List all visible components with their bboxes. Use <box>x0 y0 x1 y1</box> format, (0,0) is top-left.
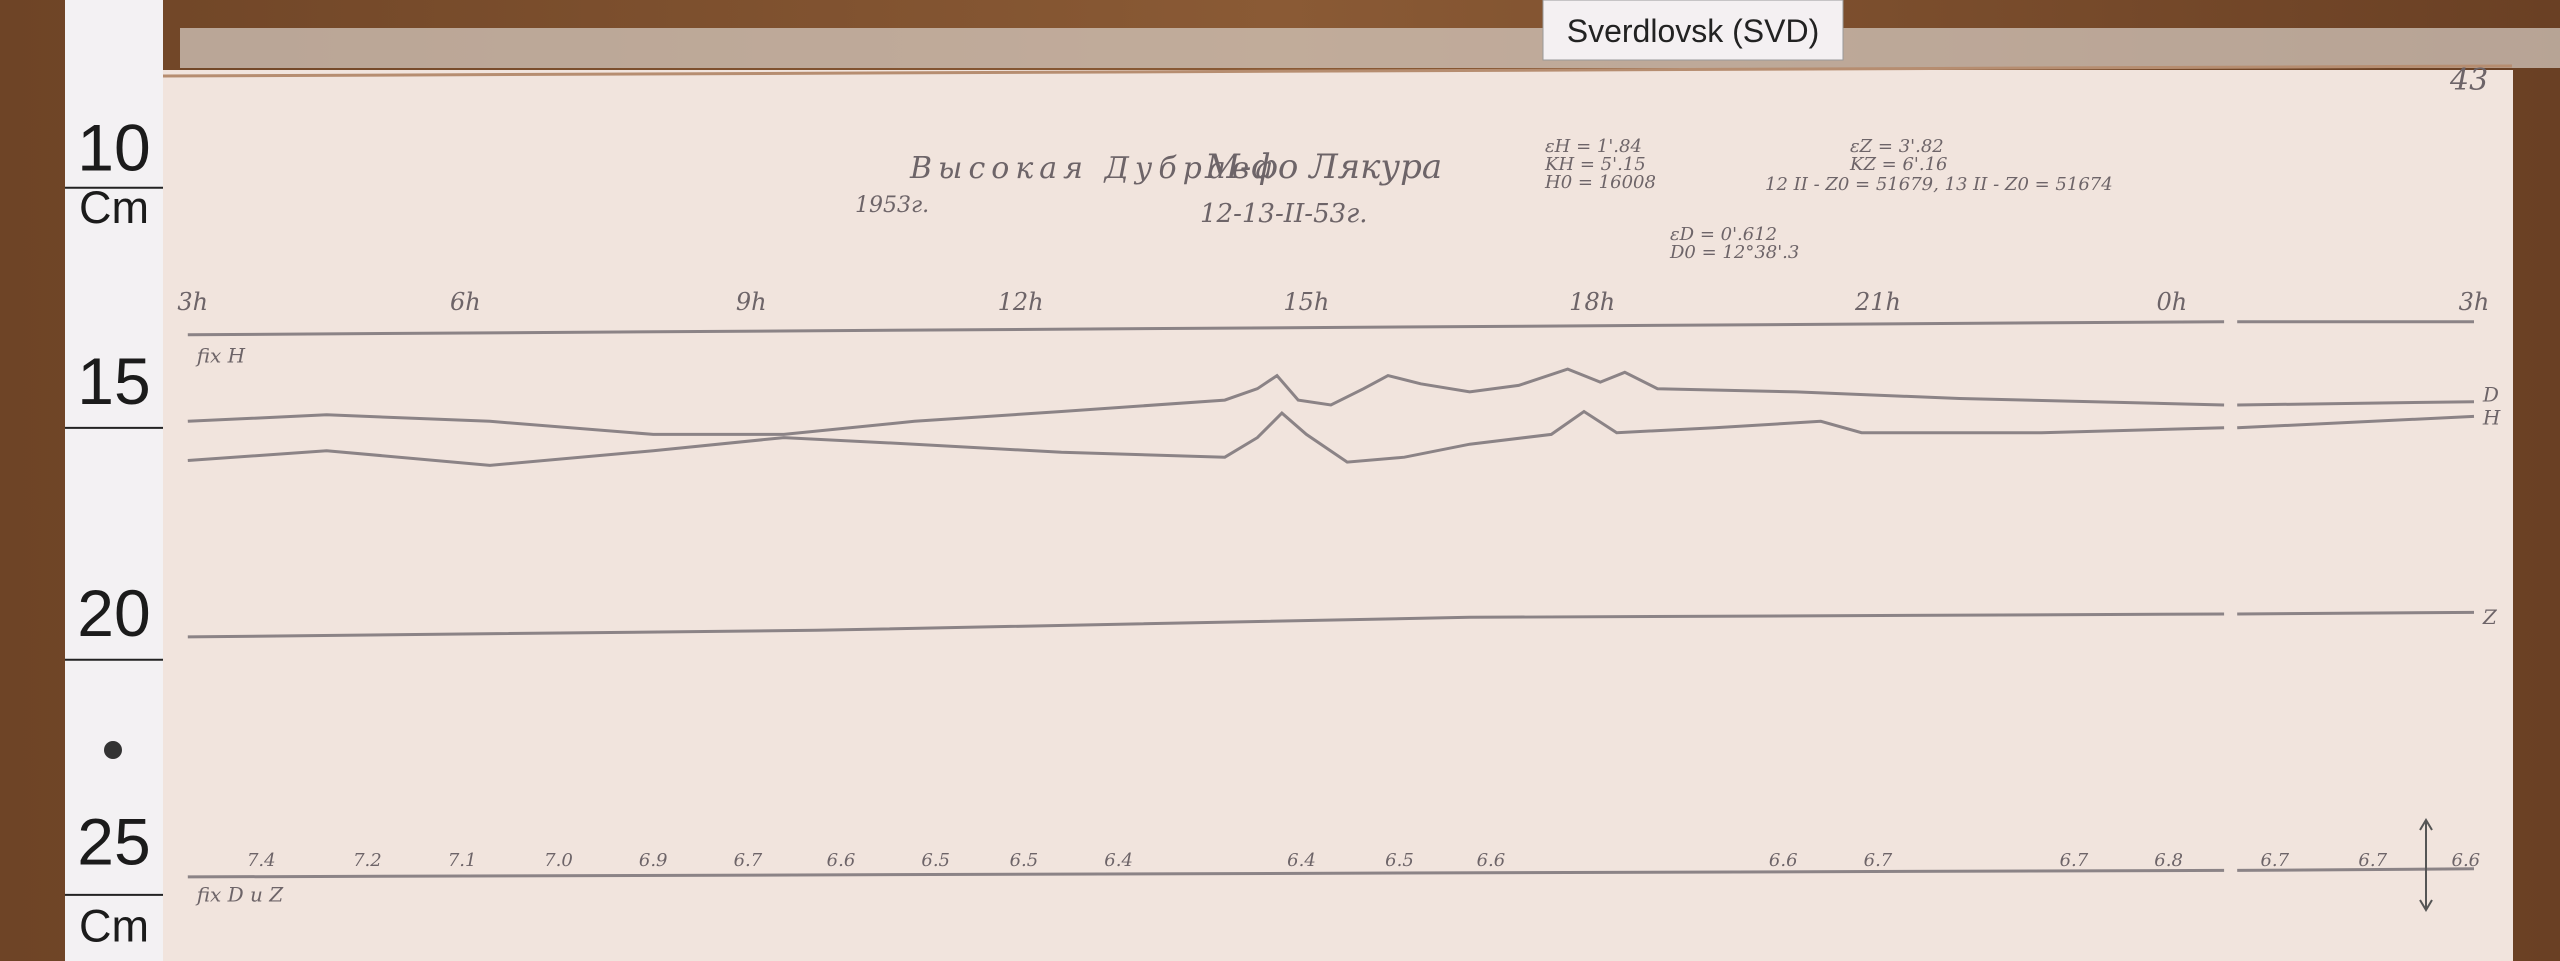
temperature: 6.7 <box>1864 850 1893 871</box>
temperature: 6.7 <box>2358 850 2387 871</box>
page-number: 43 <box>2449 63 2488 98</box>
temperature: 6.7 <box>2260 850 2289 871</box>
trace-line <box>2237 400 2475 407</box>
constant: H0 = 16008 <box>1544 172 1656 193</box>
trace-line <box>187 868 2225 879</box>
ruler-label: 25 <box>77 805 150 879</box>
ruler-pin <box>104 741 122 759</box>
hour-label: 3h <box>177 288 208 316</box>
date: 12-13-II-53г. <box>1200 199 1368 229</box>
hour-label: 12h <box>998 288 1044 316</box>
hour-label: 21h <box>1854 288 1901 316</box>
hour-label: 0h <box>2157 288 2188 316</box>
constant: εH = 1'.84 <box>1545 136 1642 157</box>
temperature: 6.6 <box>827 850 856 871</box>
temperature: 6.5 <box>1385 850 1414 871</box>
ruler-label: 20 <box>77 576 150 650</box>
temperature: 6.5 <box>1010 850 1039 871</box>
constant: KZ = 6'.16 <box>1849 154 1948 175</box>
ruler <box>65 0 163 961</box>
temperature: 6.9 <box>639 850 668 871</box>
frame-glass <box>180 28 2560 68</box>
temperature: 6.4 <box>1287 850 1316 871</box>
constant: KH = 5'.15 <box>1544 154 1646 175</box>
temperature: 7.0 <box>544 850 573 871</box>
constant: D0 = 12°38'.3 <box>1669 242 1799 263</box>
temperature: 6.6 <box>1769 850 1798 871</box>
paper <box>163 70 2513 961</box>
trace-line <box>187 367 2225 436</box>
trace-line <box>187 320 2225 337</box>
year: 1953г. <box>855 193 929 218</box>
ruler-label: 15 <box>77 344 150 418</box>
hour-label: 15h <box>1283 288 1329 316</box>
scale-arrow <box>2419 818 2433 912</box>
label-text: Sverdlovsk (SVD) <box>1567 13 1820 49</box>
temperature: 6.5 <box>921 850 950 871</box>
trace-label: Z <box>2482 605 2498 629</box>
trace-label: H <box>2482 406 2501 430</box>
temperature: 6.6 <box>2452 850 2481 871</box>
title: Высокая Дубрава <box>909 151 1279 186</box>
temperature: 7.1 <box>448 850 477 871</box>
temperature: 6.8 <box>2154 850 2183 871</box>
temperature: 6.4 <box>1104 850 1133 871</box>
hour-label: 6h <box>450 288 481 316</box>
hour-label: 18h <box>1569 288 1615 316</box>
hour-label: 3h <box>2459 288 2490 316</box>
ruler-label: Cm <box>79 182 149 233</box>
trace-label: fix D и Z <box>195 882 285 906</box>
label-tag <box>1542 0 1844 61</box>
ruler-label: 10 <box>77 111 150 185</box>
temperature: 7.4 <box>247 850 276 871</box>
constant: 12 II - Z0 = 51679, 13 II - Z0 = 51674 <box>1765 174 2113 195</box>
observatory: М-фо Лякура <box>1204 147 1442 187</box>
ruler-label: Cm <box>79 900 149 951</box>
trace-label: fix H <box>195 344 246 368</box>
trace-line <box>2237 610 2475 616</box>
trace-line <box>2237 414 2475 430</box>
trace-line <box>187 612 2225 639</box>
constant: εD = 0'.612 <box>1670 224 1777 245</box>
constant: εZ = 3'.82 <box>1850 136 1944 157</box>
temperature: 6.6 <box>1477 850 1506 871</box>
paper-edge <box>162 64 2513 78</box>
trace-label: D <box>2482 383 2499 407</box>
traces <box>187 320 2475 879</box>
hour-label: 9h <box>736 288 767 316</box>
trace-line <box>187 409 2225 467</box>
trace-line <box>2237 867 2475 872</box>
temperature: 7.2 <box>353 850 382 871</box>
temperature: 6.7 <box>734 850 763 871</box>
temperature: 6.7 <box>2060 850 2089 871</box>
